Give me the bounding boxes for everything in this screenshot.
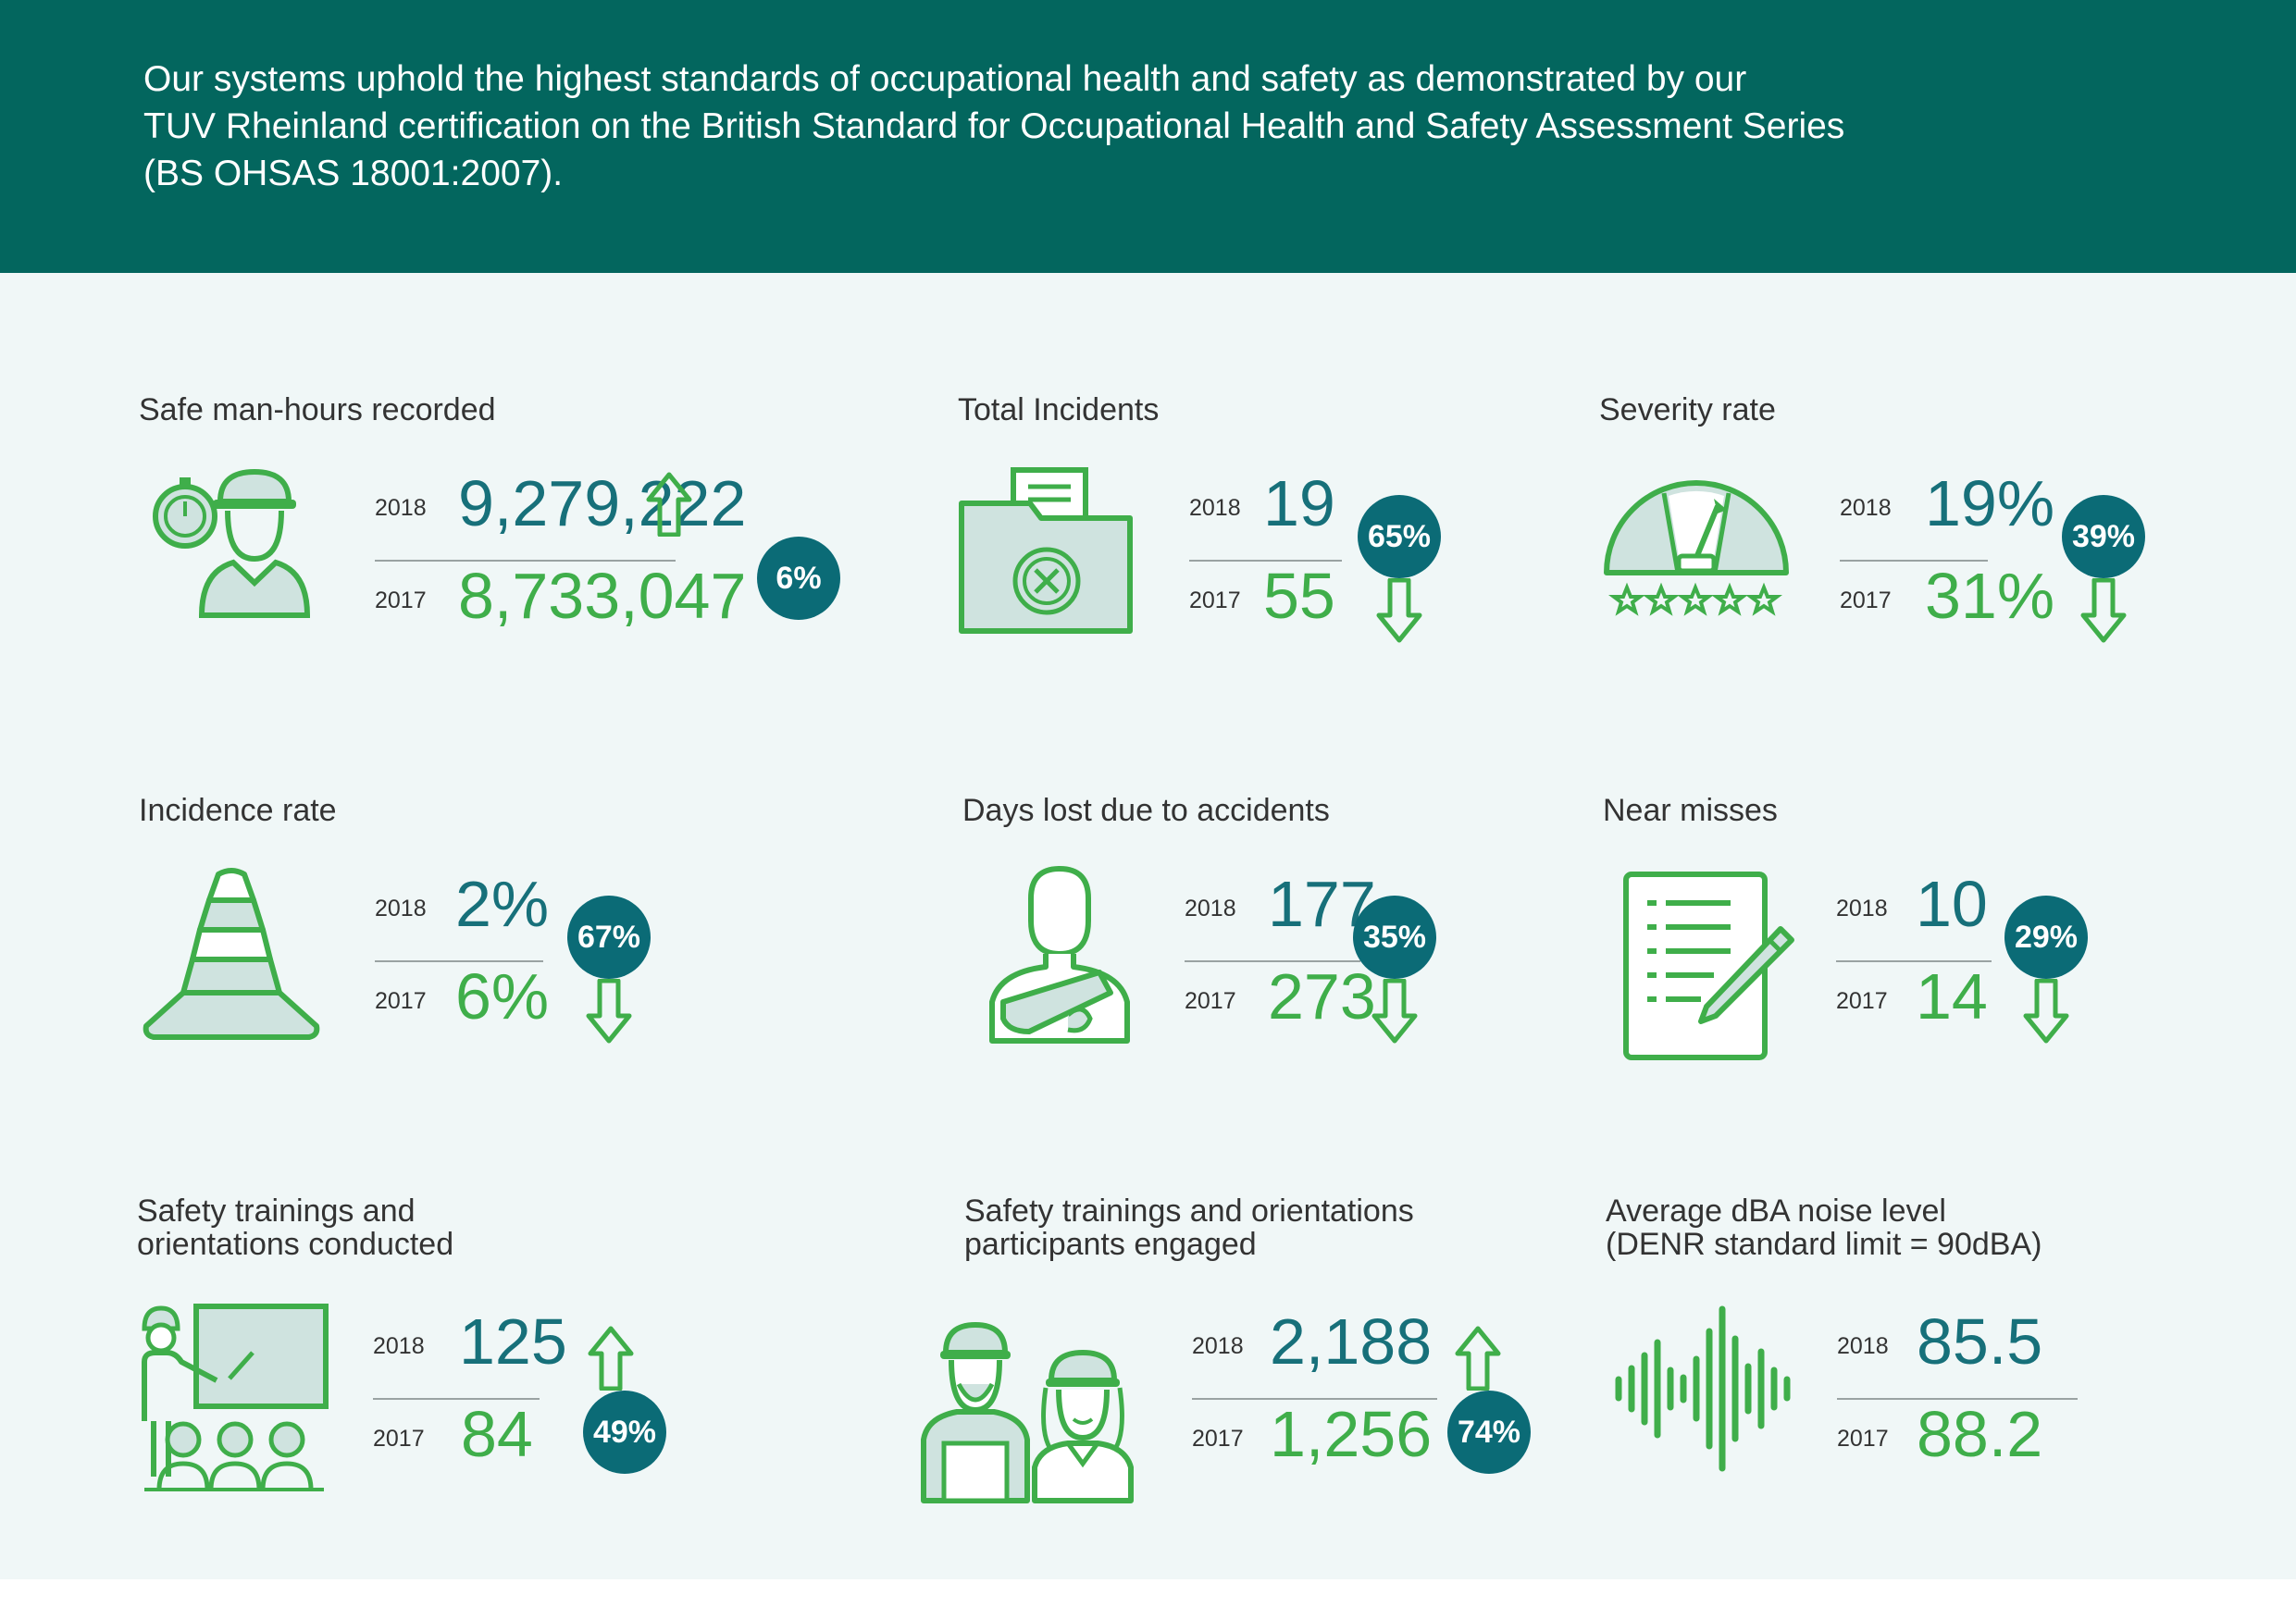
arrow-down-icon (1371, 979, 1418, 1044)
header-banner: Our systems uphold the highest standards… (0, 0, 2296, 273)
label-year-2018: 2018 (1840, 495, 1892, 521)
divider (1837, 1398, 2078, 1400)
label-year-2018: 2018 (373, 1333, 425, 1359)
change-badge: 39% (2062, 495, 2145, 578)
value-2017: 55 (1263, 560, 1335, 632)
value-2017: 6% (455, 960, 550, 1033)
metric-title-line-1: Safety trainings and (137, 1193, 416, 1229)
metric-title: Near misses (1603, 793, 1778, 828)
value-2018: 2,188 (1270, 1305, 1433, 1378)
label-year-2018: 2018 (375, 896, 427, 921)
metric-title-line-1: Average dBA noise level (1606, 1193, 1946, 1229)
metric-days-lost: Days lost due to accidents 2018 177 2017… (962, 794, 1592, 1164)
arrow-down-icon (1376, 578, 1422, 643)
label-year-2017: 2017 (1836, 988, 1888, 1014)
arrow-down-icon (2023, 979, 2069, 1044)
metrics-panel: Safe man-hours recorded 2018 9,279,222 2… (0, 273, 2296, 1579)
metric-title: Safe man-hours recorded (139, 392, 496, 427)
label-year-2018: 2018 (1185, 896, 1236, 921)
metric-title: Safety trainings and orientations conduc… (137, 1194, 453, 1261)
label-year-2018: 2018 (1192, 1333, 1244, 1359)
arrow-up-icon (588, 1326, 634, 1391)
value-2017: 84 (461, 1398, 533, 1470)
label-year-2017: 2017 (1840, 587, 1892, 613)
checklist-pencil-icon (1621, 870, 1797, 1064)
arrow-down-icon (586, 979, 632, 1044)
metric-title: Severity rate (1599, 392, 1776, 427)
change-badge: 49% (583, 1391, 666, 1474)
metric-title-line-1: Safety trainings and orientations (964, 1193, 1414, 1229)
worker-stopwatch-icon (148, 463, 324, 620)
label-year-2018: 2018 (375, 495, 427, 521)
metric-near-misses: Near misses 2018 10 2017 14 29% (1603, 794, 2232, 1164)
label-year-2018: 2018 (1836, 896, 1888, 921)
value-2017: 88.2 (1917, 1398, 2043, 1470)
value-2017: 14 (1916, 960, 1988, 1033)
sound-wave-icon (1613, 1305, 1798, 1472)
arrow-down-icon (2080, 578, 2127, 643)
value-2018: 10 (1916, 868, 1988, 940)
change-badge: 74% (1447, 1391, 1531, 1474)
value-2017: 1,256 (1270, 1398, 1433, 1470)
divider (375, 960, 543, 962)
label-year-2017: 2017 (1189, 587, 1241, 613)
label-year-2017: 2017 (375, 587, 427, 613)
change-badge: 29% (2004, 896, 2088, 979)
metric-title: Safety trainings and orientations partic… (964, 1194, 1414, 1261)
metric-trainings-conducted: Safety trainings and orientations conduc… (137, 1194, 877, 1583)
value-2017: 273 (1268, 960, 1376, 1033)
value-2018: 125 (459, 1305, 567, 1378)
divider (373, 1398, 540, 1400)
traffic-cone-icon (139, 863, 324, 1048)
change-badge: 35% (1353, 896, 1436, 979)
metric-severity-rate: Severity rate 2018 19% (1599, 393, 2228, 763)
divider (375, 560, 676, 562)
value-2018: 9,279,222 (458, 467, 747, 539)
metric-total-incidents: Total Incidents 2018 19 2017 55 65% (958, 393, 1587, 763)
value-2018: 19% (1925, 467, 2055, 539)
change-badge: 6% (757, 537, 840, 620)
intro-line-1: Our systems uphold the highest standards… (143, 59, 1747, 99)
label-year-2017: 2017 (1837, 1426, 1889, 1452)
divider (1185, 960, 1360, 962)
intro-text: Our systems uphold the highest standards… (143, 56, 2226, 197)
arrow-up-icon (646, 472, 692, 537)
divider (1192, 1398, 1437, 1400)
metric-title-line-2: participants engaged (964, 1227, 1257, 1262)
label-year-2018: 2018 (1189, 495, 1241, 521)
arrow-up-icon (1455, 1326, 1501, 1391)
intro-line-3: (BS OHSAS 18001:2007). (143, 154, 564, 193)
incident-folder-icon (958, 463, 1143, 638)
metric-title: Average dBA noise level (DENR standard l… (1606, 1194, 2042, 1261)
label-year-2017: 2017 (375, 988, 427, 1014)
training-presentation-icon (137, 1301, 331, 1495)
workers-group-icon (920, 1319, 1142, 1504)
label-year-2017: 2017 (1192, 1426, 1244, 1452)
label-year-2017: 2017 (1185, 988, 1236, 1014)
value-2018: 2% (455, 868, 550, 940)
label-year-2018: 2018 (1837, 1333, 1889, 1359)
injured-person-icon (981, 863, 1138, 1048)
metric-noise-level: Average dBA noise level (DENR standard l… (1606, 1194, 2235, 1583)
value-2017: 31% (1925, 560, 2055, 632)
divider (1836, 960, 1992, 962)
metric-title: Days lost due to accidents (962, 793, 1330, 828)
value-2017: 8,733,047 (458, 560, 747, 632)
metric-title-line-2: orientations conducted (137, 1227, 454, 1262)
metric-title: Incidence rate (139, 793, 337, 828)
metric-participants-engaged: Safety trainings and orientations partic… (921, 1194, 1594, 1583)
intro-line-2: TUV Rheinland certification on the Briti… (143, 106, 1845, 146)
metric-incidence-rate: Incidence rate 2018 2% 2017 6% 67% (139, 794, 879, 1164)
change-badge: 65% (1358, 495, 1441, 578)
metric-title: Total Incidents (958, 392, 1160, 427)
label-year-2017: 2017 (373, 1426, 425, 1452)
metric-safe-man-hours: Safe man-hours recorded 2018 9,279,222 2… (139, 393, 879, 763)
divider (1840, 560, 1988, 562)
severity-gauge-icon (1599, 465, 1793, 623)
value-2018: 19 (1263, 467, 1335, 539)
metric-title-line-2: (DENR standard limit = 90dBA) (1606, 1227, 2042, 1262)
divider (1189, 560, 1342, 562)
change-badge: 67% (567, 896, 651, 979)
value-2018: 85.5 (1917, 1305, 2043, 1378)
